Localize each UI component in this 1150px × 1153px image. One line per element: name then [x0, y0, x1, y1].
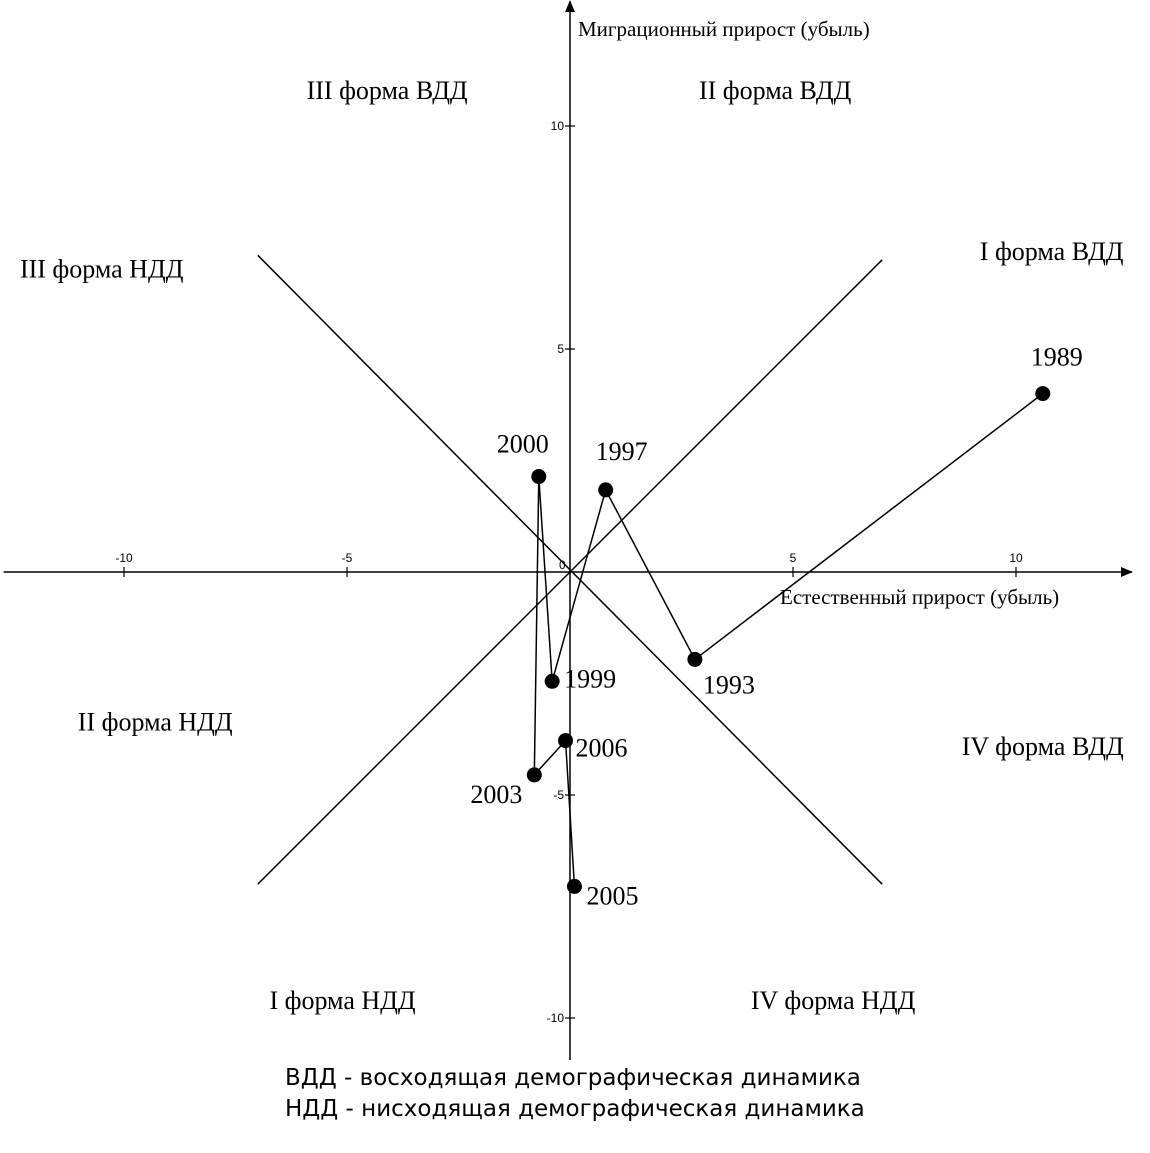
data-point-2000	[531, 469, 547, 485]
point-label-2003: 2003	[470, 780, 522, 809]
region-label: I форма НДД	[269, 986, 415, 1015]
region-label: II форма ВДД	[699, 76, 852, 105]
x-tick-label: -10	[115, 551, 133, 565]
x-tick-label: 10	[1009, 551, 1023, 565]
point-label-1993: 1993	[703, 670, 755, 699]
y-tick-label: -10	[547, 1011, 565, 1025]
data-point-1993	[687, 651, 703, 667]
region-label: IV форма ВДД	[962, 732, 1124, 761]
point-label-1997: 1997	[596, 437, 648, 466]
data-point-1997	[598, 482, 614, 498]
point-label-2005: 2005	[586, 881, 638, 910]
point-label-1989: 1989	[1031, 343, 1083, 372]
region-label: II форма НДД	[78, 707, 233, 736]
region-label: IV форма НДД	[751, 986, 916, 1015]
region-label: I форма ВДД	[980, 237, 1124, 266]
data-point-2006	[558, 733, 574, 749]
y-axis-title: Миграционный прирост (убыль)	[578, 17, 870, 41]
x-tick-label: -5	[342, 551, 353, 565]
y-tick-label: -5	[553, 788, 564, 802]
region-label: III форма ВДД	[307, 76, 468, 105]
data-point-1989	[1035, 386, 1051, 402]
legend-line-ndd: НДД - нисходящая демографическая динамик…	[285, 1096, 865, 1122]
legend: ВДД - восходящая демографическая динамик…	[285, 1063, 865, 1125]
y-tick-label: 10	[551, 119, 565, 133]
trajectory-line	[533, 393, 1044, 887]
point-label-2006: 2006	[576, 734, 628, 763]
data-point-1999	[544, 673, 560, 689]
origin-label: 0	[559, 558, 566, 572]
chart: Миграционный прирост (убыль) Естественный…	[3, 0, 1133, 1060]
point-label-1999: 1999	[564, 664, 616, 693]
x-axis-title: Естественный прирост (убыль)	[780, 585, 1059, 609]
legend-line-vdd: ВДД - восходящая демографическая динамик…	[285, 1065, 861, 1091]
data-point-2003	[526, 767, 542, 783]
y-tick-label: 5	[557, 342, 564, 356]
data-point-2005	[566, 878, 582, 894]
x-tick-label: 5	[790, 551, 797, 565]
point-label-2000: 2000	[497, 430, 549, 459]
region-label: III форма НДД	[20, 255, 184, 284]
